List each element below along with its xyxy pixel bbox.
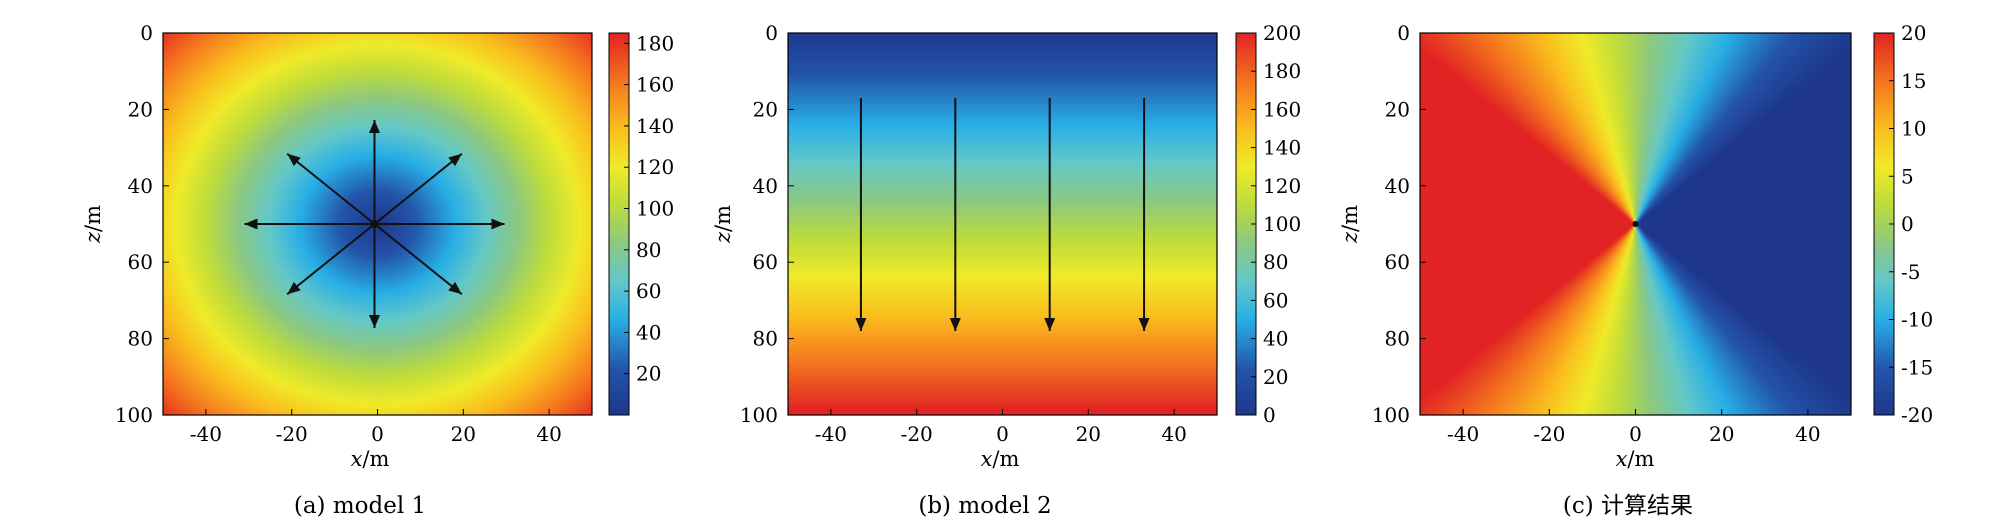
colorbar-frame [608,32,630,416]
colorbar-tick-label: 0 [1901,212,1914,236]
source-point [370,220,379,228]
y-tick-label: 80 [753,327,778,351]
x-tick-label: -40 [190,422,222,446]
colorbar-tick-label: 80 [636,238,661,262]
colorbar-tick-label: -15 [1901,355,1933,379]
colorbar-tick-label: 20 [1901,21,1926,45]
colorbar-tick-label: 120 [636,155,674,179]
y-tick-label: 20 [1385,97,1410,121]
colorbar-tick-label: 140 [1263,136,1301,160]
x-tick-label: 20 [451,422,476,446]
y-tick-label: 100 [115,403,153,427]
colorbar-tick-label: 15 [1901,69,1926,93]
x-tick-label: -20 [276,422,308,446]
heatmap-image [788,33,1217,415]
colorbar-tick-label: 40 [636,320,661,344]
x-tick-label: 40 [536,422,561,446]
y-tick-label: 60 [128,250,153,274]
colorbar-tick-label: 200 [1263,21,1301,45]
down-arrow-head [949,317,961,331]
radial-arrow-head [448,281,462,295]
down-arrow-head [1044,317,1056,331]
x-tick-label: 40 [1161,422,1186,446]
down-arrow-head [1138,317,1150,331]
colorbar-gradient [609,33,629,415]
colorbar-tick-label: 160 [636,73,674,97]
colorbar-tick-label: 10 [1901,117,1926,141]
panel-caption: (c) 计算结果 [1563,493,1693,519]
x-tick-label: 20 [1076,422,1101,446]
colorbar-tick-label: 100 [1263,212,1301,236]
x-tick-label: -20 [901,422,933,446]
colorbar-tick-label: -5 [1901,260,1920,284]
panel-1: -40 -20 0 20 40 0 20 40 60 80 100 x/m z/m (a) model 1… [81,21,674,519]
colorbar-tick-label: 100 [636,197,674,221]
y-tick-label: 40 [753,174,778,198]
x-axis-label: x/m [981,447,1020,471]
colorbar-tick-label: 140 [636,114,674,138]
panel-2: -40 -20 0 20 40 0 20 40 60 80 100 x/m z/m (b) model 2… [711,21,1301,519]
colorbar-tick-label: 60 [1263,288,1288,312]
y-axis-label: z/m [81,205,105,244]
x-tick-label: 40 [1795,422,1820,446]
colorbar-tick-label: 40 [1263,327,1288,351]
y-tick-label: 20 [128,97,153,121]
x-tick-label: -40 [815,422,847,446]
colorbar-tick-label: 180 [636,31,674,55]
x-tick-label: 0 [1629,422,1642,446]
x-tick-label: 0 [996,422,1009,446]
radial-arrow-head [369,120,380,133]
colorbar-tick-label: 0 [1263,403,1276,427]
y-tick-label: 0 [765,21,778,45]
colorbar-tick-label: 60 [636,279,661,303]
y-tick-label: 60 [1385,250,1410,274]
panel-caption: (b) model 2 [918,493,1051,519]
x-tick-label: 0 [371,422,384,446]
colorbar-tick-label: -20 [1901,403,1933,427]
y-tick-label: 80 [1385,327,1410,351]
radial-arrow-head [244,218,258,230]
colorbar-tick-label: 20 [636,362,661,386]
colorbar-gradient [1236,33,1256,415]
x-tick-label: -40 [1447,422,1479,446]
source-point [1632,221,1639,227]
radial-arrow [286,223,376,296]
radial-arrow [286,152,376,225]
radial-arrow-head [448,153,462,167]
down-arrow-head [855,317,867,331]
y-tick-label: 0 [1397,21,1410,45]
radial-arrow-head [287,153,301,167]
x-tick-label: -20 [1533,422,1565,446]
radial-arrow-head [369,315,380,328]
y-tick-label: 0 [140,21,153,45]
y-tick-label: 20 [753,97,778,121]
y-tick-label: 60 [753,250,778,274]
y-axis-label: z/m [1338,205,1362,244]
radial-arrow-head [287,281,301,295]
y-tick-label: 100 [1372,403,1410,427]
panel-caption: (a) model 1 [294,493,426,519]
radial-arrow-head [491,218,505,230]
y-tick-label: 40 [128,174,153,198]
colorbar-tick-label: 180 [1263,59,1301,83]
x-axis-label: x/m [351,447,390,471]
colorbar-tick-label: 20 [1263,365,1288,389]
colorbar-tick-label: 160 [1263,97,1301,121]
y-tick-label: 40 [1385,174,1410,198]
colorbar-tick-label: -10 [1901,308,1933,332]
radial-arrow [373,223,463,296]
radial-arrow [373,152,463,225]
colorbar-tick-label: 5 [1901,164,1914,188]
y-tick-label: 80 [128,327,153,351]
y-tick-label: 100 [740,403,778,427]
y-axis-label: z/m [711,205,735,244]
x-tick-label: 20 [1709,422,1734,446]
colorbar-tick-label: 120 [1263,174,1301,198]
colorbar-tick-label: 80 [1263,250,1288,274]
x-axis-label: x/m [1616,447,1655,471]
